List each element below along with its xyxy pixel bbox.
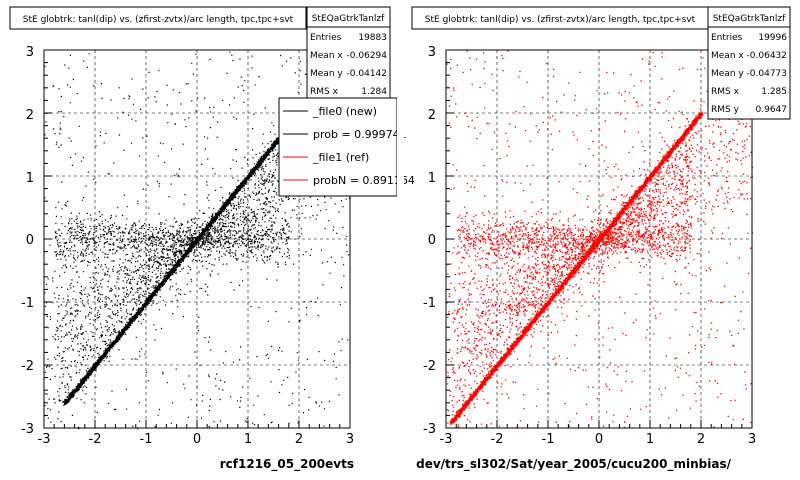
right-xtick-label: 2 (697, 432, 705, 447)
left-stats-value: 1.284 (361, 87, 387, 97)
right-stats-box: StEQaGtrkTanlzf Entries 19996 Mean x -0.… (707, 6, 791, 120)
legend-box: _file0 (new) prob = 0.999741 _file1 (ref… (278, 97, 415, 197)
right-stats-label: Mean y (711, 69, 744, 79)
right-stats-label: RMS y (711, 105, 740, 115)
left-x-axis-title: rcf1216_05_200evts (220, 457, 354, 472)
right-stats-value: 19996 (758, 33, 787, 43)
legend-label: probN = 0.891164 (313, 174, 415, 187)
legend-label: _file1 (ref) (312, 151, 369, 164)
right-ytick-label: -2 (423, 359, 436, 374)
right-xtick-label: -2 (491, 432, 504, 447)
scatter-point-cloud (44, 51, 352, 430)
legend-label: _file0 (new) (312, 105, 377, 118)
left-ytick-label: -1 (21, 296, 34, 311)
right-stats-label: Entries (711, 33, 743, 43)
left-stats-box: StEQaGtrkTanlzf Entries 19883 Mean x -0.… (306, 6, 391, 104)
left-xtick-label: 1 (244, 432, 252, 447)
right-stats-value: 1.285 (761, 87, 787, 97)
right-scatter-points (446, 50, 754, 429)
right-ytick-label: 2 (428, 108, 436, 123)
right-xtick-label: 1 (646, 432, 654, 447)
left-xtick-label: -3 (38, 432, 51, 447)
left-stats-name: StEQaGtrkTanlzf (312, 14, 385, 24)
scatter-point-cloud (446, 50, 754, 429)
right-x-axis-title: dev/trs_sl302/Sat/year_2005/cucu200_minb… (416, 457, 732, 472)
right-axis-ticks (445, 49, 753, 429)
left-ytick-label: 1 (26, 171, 34, 186)
right-xtick-label: -3 (440, 432, 453, 447)
left-stats-label: Mean x (310, 51, 343, 61)
left-stats-value: -0.04142 (347, 69, 387, 79)
left-ytick-label: 3 (26, 45, 34, 60)
left-stats-value: 19883 (358, 33, 387, 43)
right-stats-frame (707, 6, 791, 120)
left-panel: 3 2 1 0 -1 -2 -3 -3 -2 -1 0 1 2 3 rcf121… (9, 0, 415, 480)
right-xtick-label: -1 (542, 432, 555, 447)
right-chart-title: StE globtrk: tanl(dip) vs. (zfirst-zvtx)… (425, 15, 696, 25)
left-ytick-label: 0 (26, 233, 34, 248)
left-ytick-label: -2 (21, 359, 34, 374)
left-scatter-points (44, 51, 352, 430)
left-chart-title: StE globtrk: tanl(dip) vs. (zfirst-zvtx)… (23, 15, 294, 25)
left-ytick-label: 2 (26, 108, 34, 123)
left-stats-frame (306, 6, 391, 104)
left-title-box (9, 6, 307, 30)
right-xtick-label: 3 (748, 432, 756, 447)
right-ytick-label: -3 (423, 422, 436, 437)
right-stats-label: Mean x (711, 51, 744, 61)
right-stats-value: -0.04773 (747, 69, 787, 79)
right-ytick-label: 3 (428, 45, 436, 60)
left-xtick-label: 0 (193, 432, 201, 447)
right-ytick-label: 0 (428, 233, 436, 248)
right-stats-value: -0.06432 (747, 51, 787, 61)
left-xtick-label: -2 (89, 432, 102, 447)
left-xtick-label: 3 (346, 432, 354, 447)
legend-label: prob = 0.999741 (313, 128, 407, 141)
left-xtick-label: 2 (295, 432, 303, 447)
right-stats-name: StEQaGtrkTanlzf (713, 14, 786, 24)
left-ytick-label: -3 (21, 422, 34, 437)
left-stats-value: -0.06294 (347, 51, 388, 61)
right-stats-value: 0.9647 (756, 105, 788, 115)
right-stats-label: RMS x (711, 87, 740, 97)
right-panel: 3 2 1 0 -1 -2 -3 -3 -2 -1 0 1 2 3 dev/tr… (411, 6, 791, 472)
left-stats-label: Mean y (310, 69, 343, 79)
right-ytick-label: 1 (428, 171, 436, 186)
left-stats-label: RMS x (310, 87, 339, 97)
right-ytick-label: -1 (423, 296, 436, 311)
panel-separator (397, 0, 404, 480)
right-xtick-label: 0 (595, 432, 603, 447)
left-xtick-label: -1 (140, 432, 153, 447)
left-stats-label: Entries (310, 33, 342, 43)
left-axis-ticks (43, 49, 351, 429)
